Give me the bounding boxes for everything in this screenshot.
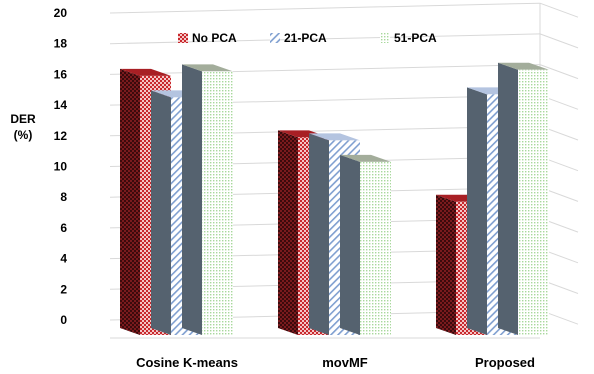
legend: No PCA 21-PCA 51-PCA — [178, 31, 437, 45]
category-label: Cosine K-means — [136, 355, 238, 370]
bar-side — [436, 194, 456, 335]
y-axis-title-line1: DER — [10, 112, 36, 126]
category-label: Proposed — [475, 355, 535, 370]
bar-51-pca-0 — [182, 64, 233, 335]
bar-side — [182, 64, 202, 335]
category-label: movMF — [322, 355, 368, 370]
bar-51-pca-1 — [340, 154, 391, 335]
y-tick-label: 6 — [60, 221, 67, 235]
bar-front — [360, 161, 391, 335]
y-tick-label: 12 — [54, 129, 68, 143]
bar-top — [340, 154, 391, 162]
bar-top — [182, 64, 233, 72]
legend-swatch — [270, 33, 280, 43]
legend-item: 21-PCA — [270, 31, 327, 45]
y-tick-label: 14 — [54, 98, 68, 112]
y-tick-label: 2 — [60, 282, 67, 296]
bar-side — [309, 133, 329, 335]
gridline-side — [539, 2, 579, 18]
y-axis: 0 2 4 6 8 10 12 14 16 18 20 — [54, 6, 68, 327]
bar-top — [309, 133, 360, 141]
bar-side — [120, 68, 140, 335]
bar-51-pca-2 — [498, 62, 549, 336]
bar-side — [498, 62, 518, 336]
legend-label: 21-PCA — [284, 31, 327, 45]
y-tick-label: 0 — [60, 313, 67, 327]
gridline — [109, 2, 541, 14]
bar-top — [498, 62, 549, 70]
y-tick-label: 8 — [60, 190, 67, 204]
y-tick-label: 10 — [54, 160, 68, 174]
bar-side — [151, 90, 171, 335]
bar-side — [278, 130, 298, 335]
bar-top — [120, 68, 171, 76]
gridline-side — [539, 33, 579, 49]
legend-item: 51-PCA — [380, 31, 437, 45]
y-axis-title: DER (%) — [10, 112, 36, 142]
y-tick-label: 18 — [54, 37, 68, 51]
bar-front — [518, 69, 549, 336]
y-tick-label: 20 — [54, 6, 68, 20]
bars — [120, 62, 549, 336]
legend-item: No PCA — [178, 31, 237, 45]
bar-side — [467, 87, 487, 335]
gridline-side — [539, 64, 579, 80]
category-labels: Cosine K-means movMF Proposed — [136, 355, 535, 370]
y-axis-title-line2: (%) — [14, 128, 33, 142]
gridline — [109, 64, 541, 75]
legend-swatch — [380, 33, 390, 43]
legend-label: No PCA — [192, 31, 237, 45]
bar-front — [202, 71, 233, 335]
y-tick-label: 16 — [54, 67, 68, 81]
bar-side — [340, 154, 360, 335]
legend-swatch — [178, 33, 188, 43]
legend-label: 51-PCA — [394, 31, 437, 45]
y-tick-label: 4 — [60, 252, 67, 266]
